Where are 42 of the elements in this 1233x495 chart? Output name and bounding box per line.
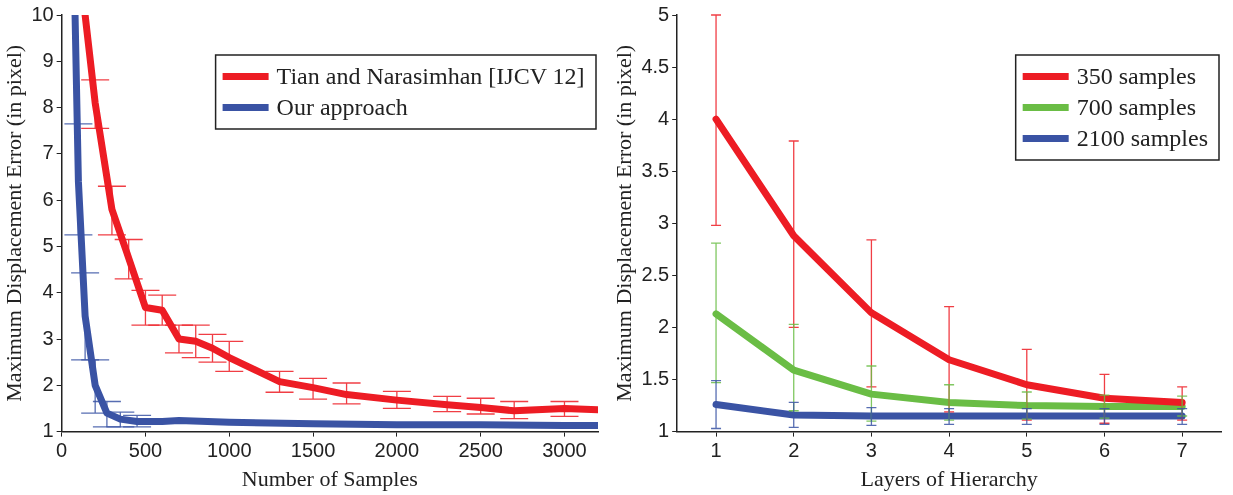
legend-label: 2100 samples [1076,124,1209,151]
y-tick-label: 2 [658,314,670,337]
x-tick-label: 500 [128,439,163,462]
legend-label: 350 samples [1076,62,1197,89]
x-tick-label: 4 [943,439,955,462]
y-tick-label: 7 [42,141,54,164]
legend-label: 700 samples [1076,93,1197,120]
y-tick-label: 1.5 [641,367,670,390]
x-tick-label: 5 [1021,439,1033,462]
y-tick-label: 3.5 [641,158,670,181]
y-tick-label: 5 [658,2,670,25]
y-axis-title: Maximum Displacement Error (in pixel) [0,44,26,402]
y-tick-label: 2.5 [641,262,670,285]
x-axis-title: Layers of Hierarchy [860,465,1038,491]
y-tick-label: 6 [42,187,54,210]
x-tick-label: 2000 [374,439,420,462]
x-tick-label: 3000 [542,439,587,462]
y-tick-label: 4.5 [641,54,670,77]
y-tick-label: 9 [42,48,54,71]
x-tick-label: 1 [710,439,722,462]
legend-label: Tian and Narasimhan [IJCV 12] [276,62,585,89]
y-tick-label: 2 [42,372,54,395]
y-tick-label: 3 [42,326,54,349]
y-tick-label: 10 [31,2,54,25]
x-tick-label: 3 [865,439,877,462]
y-tick-label: 5 [42,233,54,256]
legend-label: Our approach [276,93,408,120]
y-tick-label: 4 [42,280,54,303]
y-tick-label: 1 [658,419,670,442]
y-tick-label: 3 [658,210,670,233]
y-tick-label: 1 [42,419,54,442]
y-axis-title: Maximum Displacement Error (in pixel) [610,44,636,402]
x-tick-label: 0 [56,439,68,462]
x-tick-label: 2 [788,439,800,462]
y-tick-label: 4 [658,106,670,129]
x-tick-label: 1500 [290,439,336,462]
x-axis-title: Number of Samples [241,465,418,491]
x-tick-label: 6 [1098,439,1111,462]
x-tick-label: 1000 [207,439,252,462]
y-tick-label: 8 [42,95,54,118]
x-tick-label: 2500 [458,439,503,462]
x-tick-label: 7 [1176,439,1188,462]
